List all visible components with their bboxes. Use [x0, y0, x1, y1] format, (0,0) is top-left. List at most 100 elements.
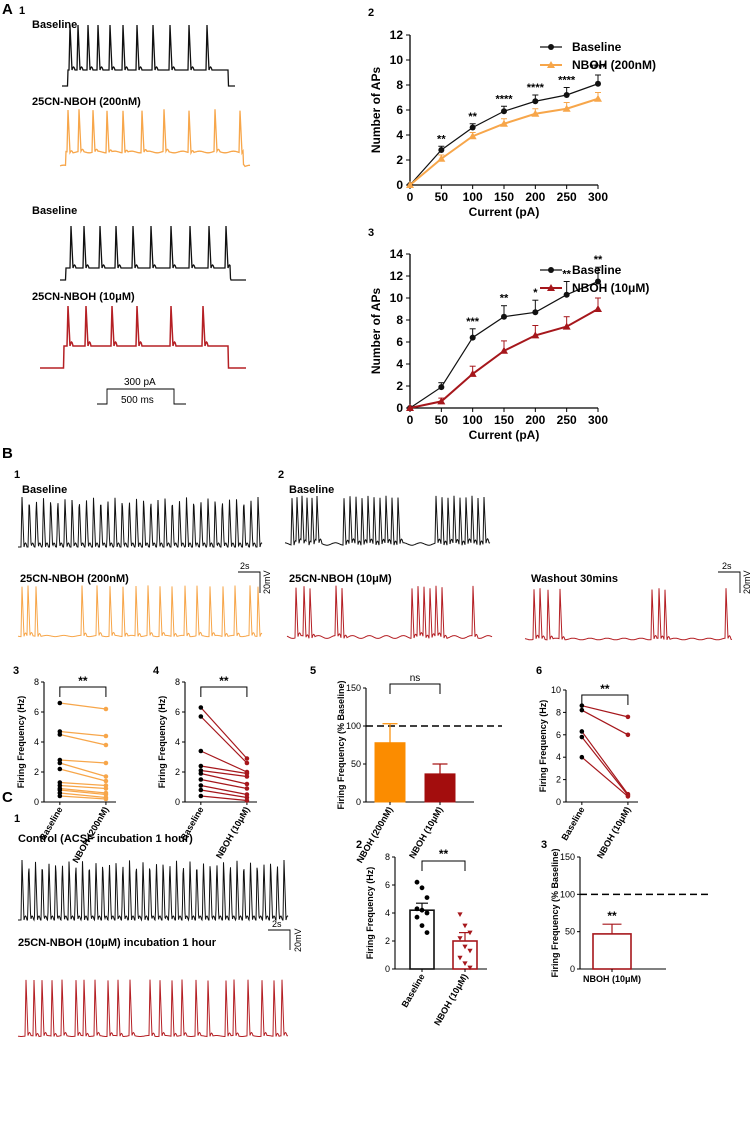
baseline-point: [198, 777, 204, 782]
trace-baseline-b1: [18, 496, 263, 548]
data-point: [467, 965, 473, 971]
pair-line: [581, 756, 629, 797]
significance-mark: **: [500, 293, 509, 305]
scale-bar-b1: [238, 571, 261, 593]
legend-marker: [548, 267, 554, 273]
significance-mark: **: [607, 909, 617, 923]
trace-label-nboh10-b2: 25CN-NBOH (10μM): [289, 573, 392, 585]
bar: [592, 933, 632, 970]
x-tick-label: 250: [557, 190, 577, 204]
x-axis-title: Current (pA): [469, 205, 540, 219]
significance-mark: **: [594, 254, 603, 266]
data-point: [469, 334, 476, 341]
data-point: [594, 305, 602, 312]
trace-label-baseline-a1b: Baseline: [32, 205, 77, 217]
pair-line: [200, 707, 248, 759]
stimulus-step: [97, 388, 186, 405]
y-tick-label: 8: [396, 313, 403, 327]
y-tick-label: 10: [390, 291, 404, 305]
pair-line: [59, 795, 106, 800]
pair-line: [581, 731, 629, 795]
y-tick-label: 4: [396, 357, 403, 371]
scale-time-c1: 2s: [272, 919, 282, 929]
data-point: [438, 384, 445, 391]
y-tick-label: 6: [34, 707, 39, 717]
baseline-point: [579, 754, 585, 760]
chart-a3: 0 2 4 6 8 10 12 14 0 50 100 150 200 250 300 Current (pA…: [369, 247, 649, 442]
y-tick-label: 0: [356, 797, 361, 807]
pair-line: [200, 789, 248, 799]
baseline-point: [198, 714, 204, 719]
data-point: [531, 331, 540, 339]
y-tick-label: 100: [560, 889, 575, 899]
scale-time-b2: 2s: [722, 561, 732, 571]
x-tick-label: 300: [588, 190, 608, 204]
scale-bar-b2: [718, 571, 741, 593]
bar: [424, 773, 456, 803]
pair-line: [59, 781, 106, 787]
legend-label: NBOH (200nM): [572, 58, 656, 72]
baseline-point: [57, 700, 63, 706]
y-tick-label: 8: [175, 677, 180, 687]
data-point: [467, 948, 473, 954]
y-tick-label: 150: [560, 852, 575, 862]
treatment-point: [103, 733, 109, 739]
baseline-point: [198, 763, 204, 769]
series-line-2: [409, 308, 599, 409]
trace-label-nboh-c1: 25CN-NBOH (10μM) incubation 1 hour: [18, 937, 217, 949]
treatment-point: [625, 732, 631, 738]
treatment-point: [625, 714, 631, 720]
y-tick-label: 2: [396, 379, 403, 393]
y-tick-label: 2: [396, 153, 403, 167]
panel-b5-number: 5: [310, 665, 316, 677]
pair-line: [581, 736, 629, 796]
data-point: [467, 930, 473, 936]
y-tick-label: 6: [396, 103, 403, 117]
baseline-point: [198, 783, 204, 788]
significance-mark: ****: [495, 93, 513, 105]
significance-mark: **: [439, 847, 449, 861]
pair-line: [59, 784, 106, 790]
data-point: [563, 291, 570, 298]
scale-bar-c1: [268, 929, 291, 950]
x-tick-label: 50: [435, 190, 449, 204]
data-point: [406, 181, 414, 188]
data-point: [595, 80, 601, 87]
panel-b1-number: 1: [14, 469, 20, 481]
trace-label-nboh200-a1: 25CN-NBOH (200nM): [32, 96, 141, 108]
pair-line: [200, 769, 247, 778]
pair-line: [200, 778, 248, 790]
significance-bracket: [200, 686, 248, 697]
legend-label: NBOH (10μM): [572, 281, 649, 295]
pair-line: [200, 772, 248, 785]
significance-mark: *: [533, 287, 538, 299]
y-tick-label: 4: [385, 908, 390, 918]
data-point: [469, 124, 476, 131]
panel-letter-c: C: [2, 789, 13, 806]
scale-time-b1: 2s: [240, 561, 250, 571]
trace-label-nboh200-b1: 25CN-NBOH (200nM): [20, 573, 129, 585]
data-point: [501, 108, 507, 115]
panel-letter-b: B: [2, 445, 13, 462]
pair-line: [59, 792, 106, 799]
y-tick-label: 0: [396, 178, 403, 192]
data-point: [462, 961, 468, 966]
baseline-point: [198, 771, 204, 776]
y-tick-label: 150: [346, 683, 361, 693]
trace-label-washout-b2: Washout 30mins: [531, 573, 618, 585]
data-point: [437, 397, 446, 405]
y-tick-label: 2: [34, 767, 39, 777]
baseline-point: [579, 707, 585, 713]
significance-mark: ***: [466, 316, 480, 328]
significance-bracket: [421, 860, 466, 871]
data-point: [468, 369, 477, 377]
legend-label: Baseline: [572, 263, 622, 277]
significance-mark: ****: [589, 62, 607, 74]
pair-line: [581, 705, 629, 718]
data-point: [562, 322, 571, 330]
baseline-point: [57, 760, 63, 766]
baseline-point: [57, 732, 63, 737]
treatment-point: [103, 742, 109, 748]
y-axis-title: Number of APs: [369, 288, 383, 375]
